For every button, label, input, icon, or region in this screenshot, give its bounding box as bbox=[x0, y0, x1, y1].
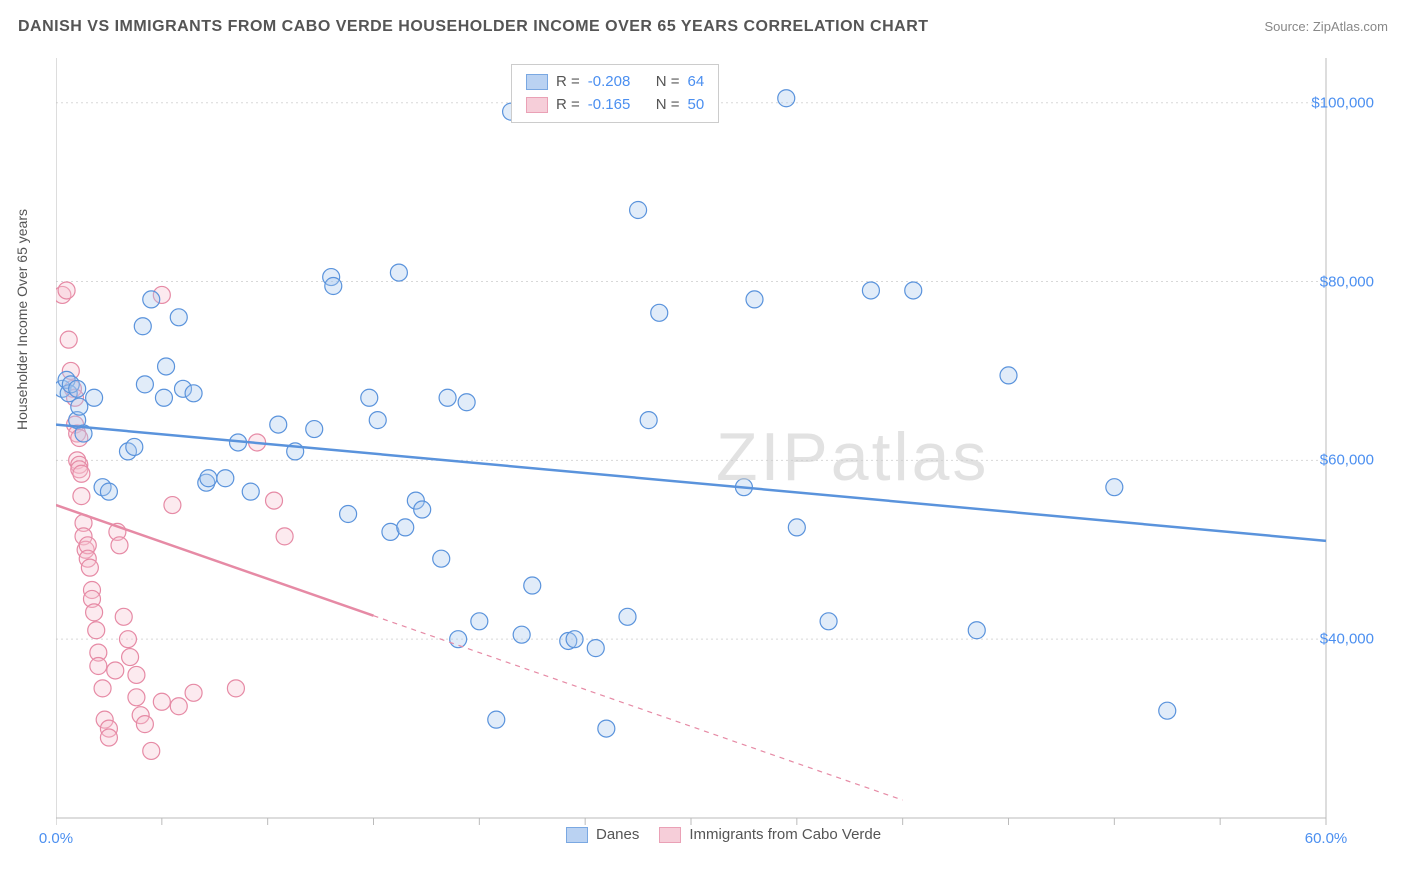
legend-item: Immigrants from Cabo Verde bbox=[659, 826, 881, 843]
y-tick-label: $60,000 bbox=[1320, 452, 1374, 469]
series-legend: Danes Immigrants from Cabo Verde bbox=[566, 826, 881, 843]
scatter-chart: ZIPatlas R =-0.208N =64R =-0.165N =50 Da… bbox=[56, 58, 1386, 848]
plot-svg bbox=[56, 58, 1386, 848]
legend-swatch bbox=[526, 74, 548, 90]
source-attribution: Source: ZipAtlas.com bbox=[1264, 19, 1388, 34]
y-axis-label: Householder Income Over 65 years bbox=[14, 209, 30, 430]
legend-swatch bbox=[659, 827, 681, 843]
stats-row: R =-0.208N =64 bbox=[526, 71, 704, 94]
y-tick-label: $80,000 bbox=[1320, 273, 1374, 290]
legend-swatch bbox=[566, 827, 588, 843]
correlation-stats-box: R =-0.208N =64R =-0.165N =50 bbox=[511, 64, 719, 123]
legend-label: Danes bbox=[596, 826, 639, 843]
x-tick-label: 0.0% bbox=[39, 830, 73, 847]
legend-item: Danes bbox=[566, 826, 639, 843]
x-tick-label: 60.0% bbox=[1305, 830, 1348, 847]
chart-title: DANISH VS IMMIGRANTS FROM CABO VERDE HOU… bbox=[18, 18, 929, 36]
legend-swatch bbox=[526, 97, 548, 113]
y-tick-label: $100,000 bbox=[1311, 94, 1374, 111]
stats-row: R =-0.165N =50 bbox=[526, 94, 704, 117]
y-tick-label: $40,000 bbox=[1320, 631, 1374, 648]
legend-label: Immigrants from Cabo Verde bbox=[689, 826, 881, 843]
